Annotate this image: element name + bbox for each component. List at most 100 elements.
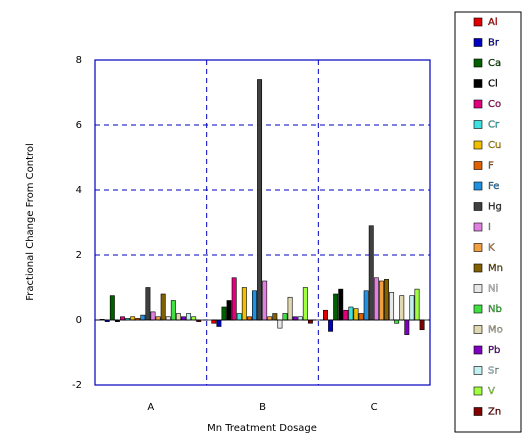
legend-swatch — [473, 263, 483, 273]
legend-swatch — [473, 99, 483, 109]
legend-swatch — [473, 79, 483, 88]
bar — [384, 279, 389, 321]
legend-swatch — [473, 284, 483, 293]
legend-label: Sr — [488, 366, 499, 377]
legend-box — [454, 11, 522, 433]
bar — [165, 316, 171, 321]
x-tick-label: C — [371, 402, 378, 413]
bar — [155, 316, 161, 321]
legend-label: I — [488, 222, 491, 233]
bar — [302, 287, 308, 321]
bar — [353, 308, 359, 321]
bar — [109, 295, 115, 321]
bar — [145, 287, 151, 321]
legend-swatch — [473, 58, 483, 68]
bar — [140, 314, 146, 321]
legend-swatch — [473, 243, 483, 252]
plot-frame — [94, 59, 431, 386]
legend-label: Ni — [488, 284, 498, 295]
legend-swatch — [473, 120, 483, 129]
legend-swatch — [473, 304, 483, 314]
bar — [358, 313, 364, 321]
legend-label: Pb — [488, 345, 500, 356]
legend-label: F — [488, 161, 494, 172]
bar — [252, 290, 257, 321]
bar — [231, 277, 237, 321]
bar — [373, 277, 379, 321]
legend-swatch — [473, 181, 483, 191]
bar — [221, 306, 227, 321]
legend-label: Cr — [488, 120, 500, 131]
y-tick-label: 4 — [76, 185, 82, 196]
y-axis-label: Fractional Change From Control — [25, 143, 36, 301]
legend-swatch — [473, 222, 483, 232]
legend-swatch — [473, 407, 483, 416]
bar — [378, 280, 384, 321]
legend-label: Ca — [488, 58, 501, 69]
bar — [333, 293, 339, 321]
bar — [216, 319, 222, 327]
legend-swatch — [473, 386, 483, 396]
legend-swatch — [473, 366, 483, 375]
legend-label: Co — [488, 99, 501, 110]
bar — [181, 316, 186, 321]
bar — [338, 288, 344, 321]
bar — [328, 319, 334, 332]
bar — [292, 316, 298, 321]
bar — [419, 319, 425, 331]
bar — [323, 309, 328, 321]
legend-label: Al — [488, 17, 498, 28]
bar — [272, 313, 278, 321]
bar — [297, 316, 303, 321]
bar — [307, 319, 313, 324]
bar — [394, 319, 400, 324]
y-tick-label: 0 — [76, 315, 82, 326]
legend-label: Nb — [488, 304, 502, 315]
bar — [282, 313, 288, 321]
legend-swatch — [473, 140, 483, 150]
legend-label: Cl — [488, 79, 498, 90]
bar — [241, 287, 247, 321]
bar — [368, 225, 374, 321]
legend-label: Hg — [488, 202, 502, 213]
bar — [267, 316, 273, 321]
bar — [287, 296, 293, 321]
bar — [175, 313, 181, 321]
y-tick-label: 2 — [76, 250, 82, 261]
y-tick-label: 6 — [76, 120, 82, 131]
bar — [120, 316, 125, 321]
x-tick-label: A — [147, 402, 154, 413]
bar — [389, 292, 395, 321]
legend-swatch — [473, 325, 483, 334]
legend-label: K — [488, 243, 495, 254]
bar — [246, 316, 252, 321]
bar — [277, 319, 283, 329]
bar — [404, 319, 410, 335]
bar — [150, 311, 156, 321]
x-axis-label: Mn Treatment Dosage — [207, 423, 317, 434]
bar — [414, 288, 420, 321]
legend-label: Cu — [488, 140, 501, 151]
y-tick-label: 8 — [76, 55, 82, 66]
legend-swatch — [473, 38, 483, 47]
legend-label: Zn — [488, 407, 501, 418]
bar — [399, 295, 405, 321]
bar — [130, 316, 136, 321]
bar — [363, 290, 369, 321]
legend-swatch — [473, 345, 483, 355]
legend-swatch — [473, 17, 483, 27]
legend-swatch — [473, 161, 483, 170]
bar — [211, 319, 217, 324]
bar — [170, 300, 176, 321]
bar — [191, 316, 197, 321]
legend-label: Br — [488, 38, 500, 49]
bar — [226, 300, 232, 321]
y-tick-label: -2 — [72, 380, 82, 391]
legend-label: Mn — [488, 263, 503, 274]
bar — [160, 293, 166, 321]
legend-label: V — [488, 386, 495, 397]
bar — [236, 313, 242, 321]
bar — [262, 280, 268, 321]
legend-swatch — [473, 202, 483, 211]
